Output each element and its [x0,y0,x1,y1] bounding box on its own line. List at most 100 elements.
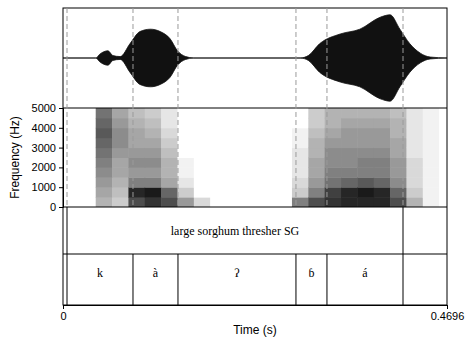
spectrogram-cell [177,148,194,158]
spectrogram-cell [161,148,178,158]
y-tick-label: 1000 [32,181,56,193]
tier-label: à [153,266,159,280]
spectrogram-cell [145,108,162,118]
spectrogram-cell [308,158,325,168]
y-axis: 010002000300040005000 [32,102,64,213]
spectrogram-cell [439,167,447,177]
spectrogram-cell [227,128,244,138]
spectrogram-cell [112,118,129,128]
spectrogram-cell [210,108,227,118]
y-tick-mark [59,187,63,188]
spectrogram-cell [161,158,178,168]
spectrogram-cell [210,138,227,148]
spectrogram-cell [308,138,325,148]
spectrogram-cell [406,158,423,168]
spectrogram-cell [161,118,178,128]
tier-label: ʔ [234,266,239,280]
spectrogram-cell [96,118,113,128]
x-tick-mark [63,305,64,309]
spectrogram-cell [145,177,162,187]
spectrogram-cell [341,108,358,118]
y-tick: 3000 [32,142,63,154]
spectrogram-cell [194,138,211,148]
spectrogram-cell [161,108,178,118]
spectrogram-cell [177,158,194,168]
boundary-guide [67,8,68,207]
spectrogram-cell [308,187,325,197]
spectrogram-cell [406,118,423,128]
y-tick: 4000 [32,122,63,134]
spectrogram-cell [423,148,440,158]
spectrogram-cell [112,197,129,207]
spectrogram-cell [96,148,113,158]
spectrogram-cell [145,158,162,168]
spectrogram-cell [423,158,440,168]
spectrogram-cell [406,138,423,148]
spectrogram-cell [96,187,113,197]
y-tick: 5000 [32,102,63,114]
spectrogram-cell [439,138,447,148]
spectrogram-cell [308,118,325,128]
spectrogram-cell [227,118,244,128]
spectrogram-cell [406,128,423,138]
spectrogram-cell [374,197,391,207]
spectrogram-cell [227,167,244,177]
y-axis-title: Frequency (Hz) [8,116,22,199]
spectrogram-cell [79,138,96,148]
spectrogram-cell [423,128,440,138]
spectrogram-cell [210,167,227,177]
spectrogram-cell [79,118,96,128]
spectrogram-cell [63,177,80,187]
spectrogram-cell [79,167,96,177]
spectrogram-cell [406,108,423,118]
spectrogram-cell [341,167,358,177]
tier-label: large sorghum thresher SG [171,224,300,238]
spectrogram-cell [177,167,194,177]
spectrogram-cell [210,148,227,158]
spectrogram-cell [210,177,227,187]
spectrogram-cell [308,177,325,187]
x-tick-mark [447,305,448,309]
spectrogram-cell [128,197,145,207]
spectrogram-cell [341,158,358,168]
spectrogram-cell [96,177,113,187]
spectrogram-cell [259,148,276,158]
spectrogram-cell [439,197,447,207]
spectrogram-cell [96,158,113,168]
spectrogram-cell [276,158,293,168]
spectrogram-cell [210,158,227,168]
spectrogram-cell [128,167,145,177]
spectrogram-cell [406,167,423,177]
y-tick-mark [59,207,63,208]
boundary-guide [132,8,133,207]
spectrogram-cell [374,167,391,177]
spectrogram-cell [341,197,358,207]
spectrogram-cell [128,138,145,148]
spectrogram-cell [374,108,391,118]
spectrogram-cell [439,118,447,128]
spectrogram-cell [341,118,358,128]
spectrogram-cell [194,108,211,118]
spectrogram-cell [357,197,374,207]
x-axis: 00.4696 [60,305,464,322]
tier-boundary [67,254,68,305]
spectrogram-cell [177,108,194,118]
spectrogram-cell [357,108,374,118]
spectrogram-cell [145,128,162,138]
spectrogram-cell [259,118,276,128]
spectrogram-cell [390,177,407,187]
spectrogram-cell [112,148,129,158]
y-tick-mark [59,167,63,168]
spectrogram-cell [292,108,309,118]
tier-boundary [295,254,296,305]
spectrogram-cell [243,108,260,118]
spectrogram-cell [439,128,447,138]
spectrogram-cell [112,138,129,148]
spectrogram-cell [308,148,325,158]
spectrogram-cell [128,177,145,187]
spectrogram-cell [292,128,309,138]
y-tick-mark [59,108,63,109]
spectrogram-cell [63,167,80,177]
x-tick-label: 0.4696 [431,310,465,322]
spectrogram-cell [79,108,96,118]
